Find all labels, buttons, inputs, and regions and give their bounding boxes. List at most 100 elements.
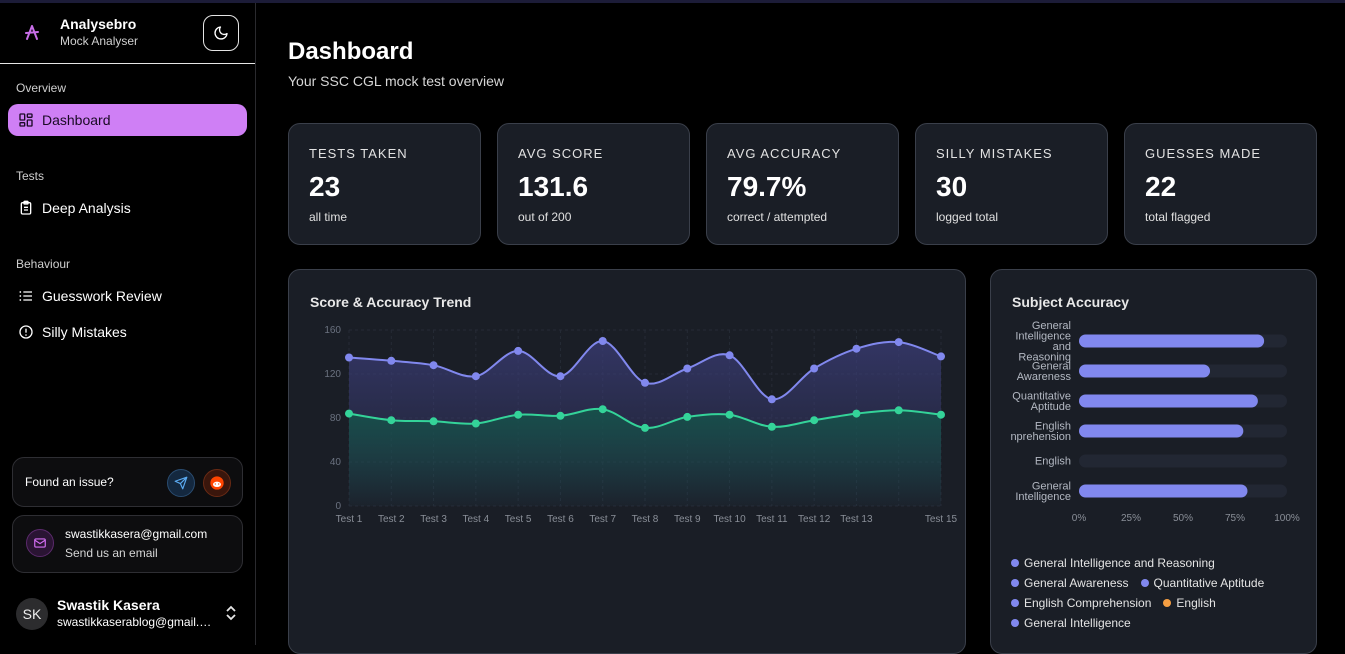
y-tick-label: Intelligence (1015, 330, 1071, 342)
section-label-behaviour: Behaviour (16, 257, 71, 271)
clipboard-icon (20, 200, 32, 215)
alert-circle-icon (19, 325, 33, 339)
email-contact-box[interactable]: swastikkasera@gmail.com Send us an email (12, 515, 243, 573)
stat-label: AVG SCORE (518, 146, 604, 161)
sidebar: Analysebro Mock Analyser Overview Dashbo… (0, 3, 256, 645)
chevron-up-down-icon[interactable] (224, 605, 238, 621)
x-tick-label: Test 5 (505, 514, 532, 525)
legend-dot (1011, 619, 1019, 627)
y-tick-label: 160 (324, 325, 341, 336)
series-0-point (852, 344, 861, 353)
stat-label: TESTS TAKEN (309, 146, 408, 161)
user-name: Swastik Kasera (57, 597, 160, 613)
avatar: SK (16, 598, 48, 630)
y-tick-label: Reasoning (1018, 351, 1071, 363)
send-icon (174, 476, 188, 490)
dashboard-icon (19, 113, 33, 127)
legend-dot (1011, 599, 1019, 607)
reddit-icon (210, 476, 224, 490)
logo-icon (25, 25, 39, 40)
y-tick-label: and (1053, 341, 1071, 353)
x-tick-label: 0% (1072, 513, 1087, 524)
stat-value: 79.7% (727, 171, 807, 202)
stat-sub: total flagged (1145, 210, 1211, 224)
moon-icon (214, 26, 228, 40)
stat-value: 22 (1145, 171, 1177, 202)
y-tick-label: Awareness (1017, 371, 1072, 383)
series-1-point (767, 422, 776, 431)
legend-label: English Comprehension (1024, 596, 1152, 610)
legend-row: General Intelligence (1011, 613, 1311, 633)
user-email: swastikkaserablog@gmail.com (57, 615, 217, 629)
x-tick-label: Test 7 (589, 514, 616, 525)
series-1-point (514, 410, 523, 419)
stat-sub: correct / attempted (727, 210, 828, 224)
legend-label: General Intelligence and Reasoning (1024, 556, 1215, 570)
x-tick-label: Test 6 (547, 514, 574, 525)
x-tick-label: Test 13 (840, 514, 873, 525)
series-1-point (683, 412, 692, 421)
stat-label: SILLY MISTAKES (936, 146, 1053, 161)
sidebar-item-dashboard[interactable]: Dashboard (8, 104, 247, 136)
chart-legend: General Intelligence and Reasoning Genera… (1011, 553, 1311, 633)
series-0-point (767, 395, 776, 404)
x-tick-label: Test 9 (674, 514, 701, 525)
series-1-point (810, 416, 819, 425)
y-tick-label: English (1035, 456, 1071, 468)
series-1-point (471, 419, 480, 428)
y-tick-label: General (1032, 480, 1071, 492)
legend-dot (1140, 579, 1149, 587)
page-subtitle: Your SSC CGL mock test overview (288, 73, 505, 89)
legend-dot (1011, 579, 1019, 587)
stat-sub: all time (309, 210, 348, 224)
series-0-point (471, 372, 480, 381)
legend-item: English Comprehension (1011, 596, 1151, 610)
section-label-overview: Overview (16, 81, 67, 95)
series-1-area (349, 408, 941, 506)
sidebar-item-silly-mistakes[interactable]: Silly Mistakes (8, 316, 247, 348)
series-1-point (641, 423, 649, 432)
y-tick-label: nprehension (1010, 431, 1071, 443)
reddit-button[interactable] (203, 469, 231, 497)
legend-label: English (1176, 596, 1216, 610)
stat-card-avg-accuracy: AVG ACCURACY 79.7% correct / attempted (706, 123, 899, 245)
legend-item: General Awareness (1011, 576, 1129, 590)
x-tick-label: Test 15 (925, 514, 958, 525)
y-tick-label: Aptitude (1031, 401, 1071, 413)
stat-value: 23 (309, 171, 341, 202)
chart-title: Score & Accuracy Trend (310, 294, 472, 310)
series-1-point (429, 417, 438, 426)
section-label-tests: Tests (16, 169, 45, 183)
x-tick-label: Test 11 (756, 514, 788, 525)
series-1-point (387, 416, 396, 425)
trend-chart-panel: Score & Accuracy Trend 0 40 80 120 160 Test 1… (288, 269, 966, 654)
theme-toggle-button[interactable] (203, 15, 239, 51)
subject-accuracy-chart: GeneralIntelligenceandReasoningGeneralAw… (1010, 320, 1299, 524)
legend-row: English Comprehension English (1011, 593, 1311, 613)
x-tick-label: Test 2 (378, 514, 405, 525)
stat-label: AVG ACCURACY (727, 146, 842, 161)
x-tick-label: 50% (1173, 513, 1193, 524)
sidebar-item-guesswork-review[interactable]: Guesswork Review (8, 280, 247, 312)
bar (1079, 394, 1258, 408)
bar (1079, 364, 1211, 378)
series-1-point (345, 409, 353, 418)
y-tick-label: General (1032, 360, 1071, 372)
bar (1079, 424, 1244, 438)
series-1-point (598, 405, 607, 414)
series-1-point (894, 406, 903, 415)
series-1-point (937, 410, 945, 419)
sidebar-item-label: Deep Analysis (42, 200, 131, 216)
series-1-point (852, 409, 861, 418)
series-0-point (429, 361, 438, 370)
telegram-button[interactable] (167, 469, 195, 497)
sidebar-item-deep-analysis[interactable]: Deep Analysis (8, 192, 247, 224)
contact-email-subtitle: Send us an email (65, 546, 158, 560)
series-0-point (683, 364, 692, 373)
legend-dot (1011, 559, 1019, 567)
legend-row: General Intelligence and Reasoning (1011, 553, 1311, 573)
list-icon (19, 291, 32, 301)
sidebar-item-label: Silly Mistakes (42, 324, 127, 340)
page-title: Dashboard (288, 38, 414, 65)
y-tick-label: 0 (335, 501, 341, 512)
